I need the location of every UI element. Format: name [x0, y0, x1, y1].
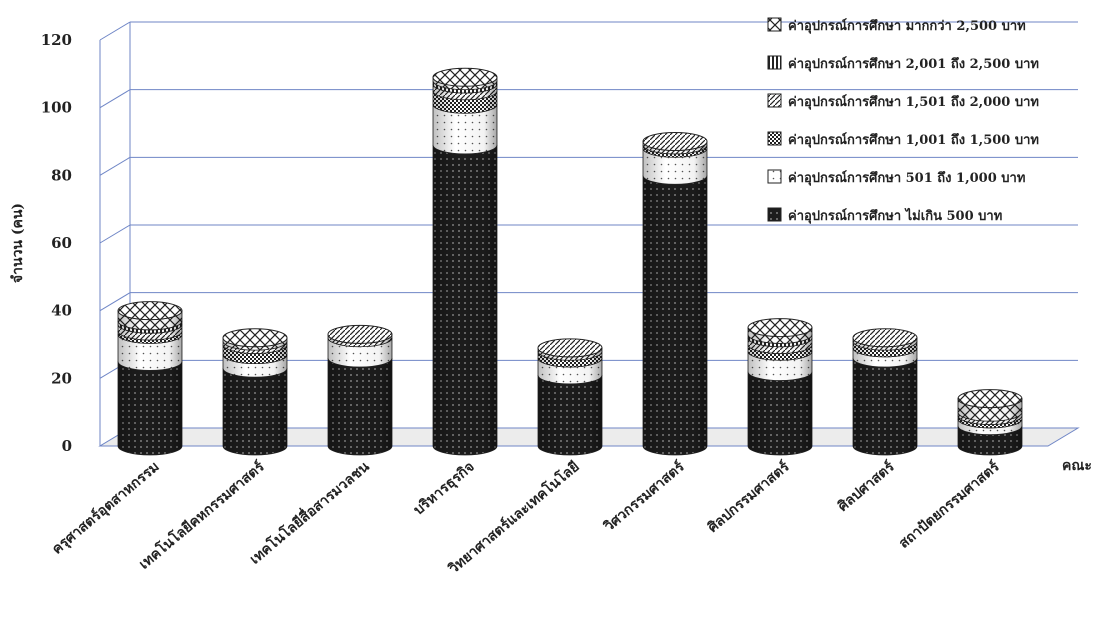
legend-swatch — [767, 169, 782, 184]
bar-group: ศิลปศาสตร์ — [834, 328, 918, 515]
y-tick-label: 40 — [51, 302, 72, 320]
y-tick-label: 100 — [41, 99, 72, 117]
bar-top-cap — [432, 67, 498, 87]
legend-swatch — [767, 207, 782, 222]
gridline-side — [99, 156, 131, 176]
y-tick-label: 60 — [51, 234, 72, 252]
x-tick-label: ครุศาสตร์อุตสาหกรรม — [48, 458, 162, 558]
bar-top-cap — [222, 328, 288, 348]
legend-item: ค่าอุปกรณ์การศึกษา 1,501 ถึง 2,000 บาท — [767, 93, 1039, 110]
legend-label: ค่าอุปกรณ์การศึกษา 501 ถึง 1,000 บาท — [788, 170, 1025, 186]
x-tick-label: ศิลปกรรมศาสตร์ — [704, 458, 793, 536]
y-tick-label: 80 — [51, 166, 72, 184]
bar-top-cap — [537, 338, 603, 358]
bar-shading — [748, 327, 812, 455]
bar-top-cap — [327, 324, 393, 344]
legend-label: ค่าอุปกรณ์การศึกษา มากกว่า 2,500 บาท — [788, 18, 1026, 34]
bar-shading — [643, 141, 707, 455]
bar-top-cap — [117, 301, 183, 321]
x-axis-label: คณะ — [1062, 458, 1092, 474]
bar-group: ศิลปกรรมศาสตร์ — [704, 318, 813, 536]
bar-top-cap — [747, 318, 813, 338]
bar-shading — [958, 398, 1022, 455]
bar-shading — [118, 310, 182, 455]
legend-label: ค่าอุปกรณ์การศึกษา 1,501 ถึง 2,000 บาท — [788, 94, 1039, 110]
legend: ค่าอุปกรณ์การศึกษา มากกว่า 2,500 บาทค่าอ… — [767, 17, 1039, 224]
legend-swatch — [767, 131, 782, 146]
legend-label: ค่าอุปกรณ์การศึกษา 2,001 ถึง 2,500 บาท — [788, 56, 1039, 72]
bar-group: วิศวกรรมศาสตร์ — [600, 132, 708, 536]
bar-group: บริหารธุรกิจ — [411, 67, 498, 519]
legend-item: ค่าอุปกรณ์การศึกษา 2,001 ถึง 2,500 บาท — [767, 55, 1039, 72]
y-tick-label: 120 — [41, 31, 72, 49]
legend-item: ค่าอุปกรณ์การศึกษา 1,001 ถึง 1,500 บาท — [767, 131, 1039, 148]
legend-swatch — [767, 93, 782, 108]
bar-shading — [328, 334, 392, 455]
y-tick-label: 20 — [51, 369, 72, 387]
bar-top-cap — [642, 132, 708, 151]
bar-group: ครุศาสตร์อุตสาหกรรม — [48, 301, 183, 558]
legend-item: ค่าอุปกรณ์การศึกษา 501 ถึง 1,000 บาท — [767, 169, 1025, 186]
gridline-side — [99, 89, 131, 109]
bar-shading — [853, 337, 917, 455]
bar-top-cap — [957, 389, 1023, 409]
x-tick-label: วิศวกรรมศาสตร์ — [600, 458, 688, 536]
legend-label: ค่าอุปกรณ์การศึกษา 1,001 ถึง 1,500 บาท — [788, 132, 1039, 148]
gridline-side — [99, 292, 131, 312]
bar-shading — [433, 77, 497, 455]
bar-top-cap — [852, 328, 918, 348]
x-tick-label: สถาปัตยกรรมศาสตร์ — [895, 458, 1003, 552]
x-tick-label: บริหารธุรกิจ — [411, 459, 478, 519]
legend-item: ค่าอุปกรณ์การศึกษา ไม่เกิน 500 บาท — [767, 207, 1002, 224]
legend-swatch — [767, 17, 782, 32]
gridline-side — [99, 224, 131, 244]
y-axis-label: จำนวน (คน) — [10, 203, 26, 283]
legend-label: ค่าอุปกรณ์การศึกษา ไม่เกิน 500 บาท — [788, 207, 1002, 224]
bar-shading — [223, 337, 287, 455]
y-tick-label: 0 — [62, 437, 72, 455]
legend-swatch — [767, 55, 782, 70]
bar-shading — [538, 347, 602, 455]
legend-item: ค่าอุปกรณ์การศึกษา มากกว่า 2,500 บาท — [767, 17, 1026, 34]
gridline-side — [99, 21, 131, 41]
x-tick-label: ศิลปศาสตร์ — [834, 458, 898, 515]
